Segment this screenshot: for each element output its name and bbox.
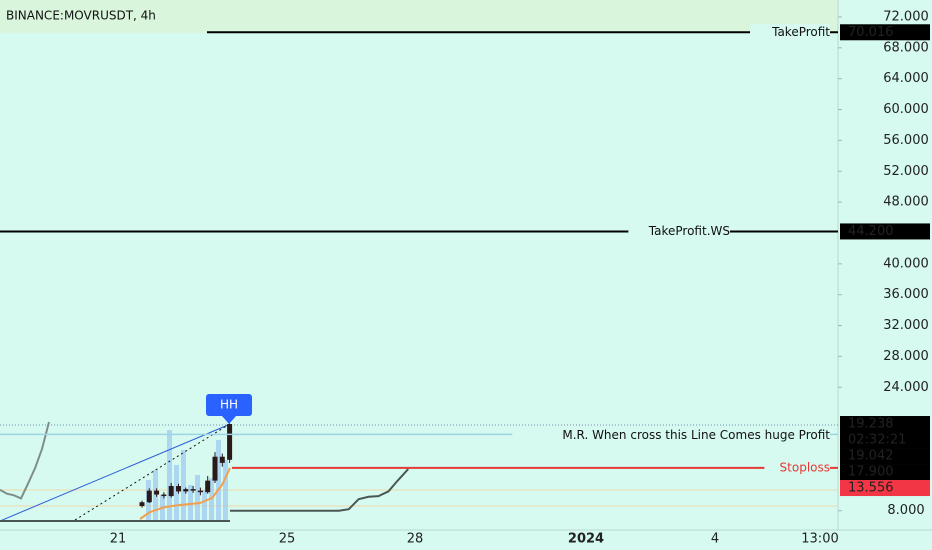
x-tick-label: 28	[407, 532, 424, 547]
level-label: TakeProfit.WS	[648, 224, 730, 238]
level-label: TakeProfit	[771, 25, 830, 39]
price-label-bg	[840, 480, 930, 497]
candle-body	[154, 490, 160, 495]
x-tick-label: 25	[279, 532, 296, 547]
level-label: Stoploss	[780, 460, 830, 474]
chart-title: BINANCE:MOVRUSDT, 4h	[6, 9, 156, 23]
candle-body	[139, 502, 145, 507]
price-label-bg	[840, 416, 930, 449]
candle-body	[146, 490, 152, 503]
x-tick-label: 4	[711, 532, 719, 547]
x-tick-label: 21	[110, 532, 127, 547]
y-tick-label: 48.000	[883, 195, 929, 210]
trend-line-dotted	[74, 424, 229, 521]
hh-label: HH	[220, 398, 238, 412]
countdown-label: 02:32:21	[848, 433, 906, 448]
price-label: 19.042	[848, 449, 894, 464]
y-tick-label: 36.000	[883, 287, 929, 302]
trend-line	[0, 424, 229, 522]
level-label-bg	[512, 427, 830, 444]
indicator-line	[0, 421, 50, 500]
candle-body	[219, 456, 225, 463]
hh-marker-tip	[222, 416, 236, 424]
candle-body	[183, 489, 189, 492]
hh-marker	[206, 394, 252, 416]
y-tick-label: 8.000	[887, 503, 924, 518]
y-tick-label: 24.000	[883, 380, 929, 395]
y-tick-label: 72.000	[883, 9, 929, 24]
header-band	[0, 0, 838, 33]
candle-body	[227, 424, 233, 460]
y-tick-label: 32.000	[883, 318, 929, 333]
candle-body	[197, 490, 203, 493]
y-tick-label: 40.000	[883, 256, 929, 271]
candle-body	[190, 489, 196, 491]
price-label: 13.556	[848, 481, 894, 496]
level-label: M.R. When cross this Line Comes huge Pro…	[562, 428, 830, 442]
y-tick-label: 28.000	[883, 349, 929, 364]
candle-body	[161, 494, 167, 497]
candle-body	[212, 456, 218, 481]
y-tick-label: 52.000	[883, 164, 929, 179]
candle-body	[168, 486, 174, 497]
moving-average	[139, 467, 231, 520]
price-label: 17.900	[848, 465, 894, 480]
candle-body	[205, 480, 211, 493]
level-label-bg	[628, 223, 730, 240]
y-tick-label: 56.000	[883, 133, 929, 148]
price-label: 44.200	[848, 224, 894, 239]
price-label: 19.238	[848, 417, 894, 432]
level-label-bg	[750, 24, 830, 41]
price-label-bg	[840, 464, 930, 481]
y-tick-label: 60.000	[883, 102, 929, 117]
indicator-line	[230, 468, 409, 512]
price-label: 70.016	[848, 25, 894, 40]
candle-body	[176, 486, 181, 492]
x-tick-label: 13:00	[801, 532, 838, 547]
y-tick-label: 64.000	[883, 71, 929, 86]
level-label-bg	[764, 459, 830, 476]
price-label-bg	[840, 24, 930, 41]
price-label-bg	[840, 448, 930, 465]
price-label-bg	[840, 223, 930, 240]
x-tick-label: 2024	[568, 532, 604, 547]
y-tick-label: 68.000	[883, 40, 929, 55]
